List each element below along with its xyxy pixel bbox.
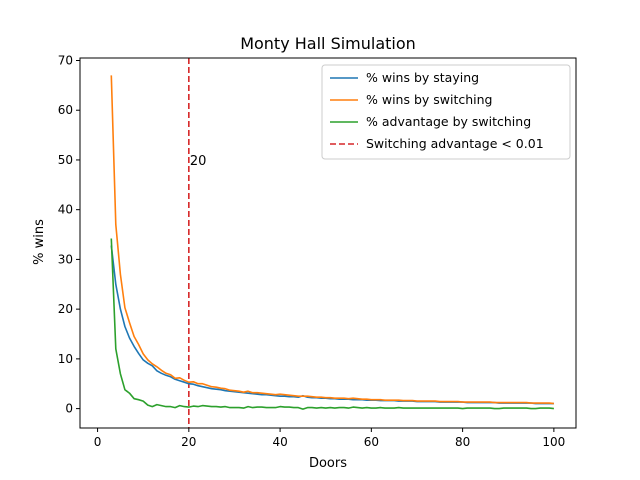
y-tick-label: 60: [58, 103, 73, 117]
x-tick-label: 0: [94, 435, 102, 449]
x-axis-label: Doors: [309, 456, 347, 471]
x-axis-ticks: 0 20 40 60 80 100: [94, 428, 565, 449]
y-tick-label: 50: [58, 153, 73, 167]
legend: % wins by staying % wins by switching % ad…: [321, 64, 571, 160]
plot-frame: [79, 57, 577, 429]
y-axis-ticks: 0 10 20 30 40 50 60 70: [58, 53, 80, 416]
threshold-label: 20: [190, 154, 207, 169]
legend-label: Switching advantage < 0.01: [366, 136, 544, 151]
x-tick-label: 20: [181, 435, 196, 449]
y-tick-label: 10: [58, 352, 73, 366]
legend-box: [321, 64, 571, 160]
x-tick-label: 40: [272, 435, 287, 449]
x-tick-label: 80: [455, 435, 470, 449]
y-tick-label: 30: [58, 252, 73, 266]
chart-title: Monty Hall Simulation: [240, 34, 416, 53]
y-tick-label: 70: [58, 53, 73, 67]
y-tick-label: 20: [58, 302, 73, 316]
threshold-marker: 20: [188, 58, 207, 428]
legend-label: % wins by staying: [366, 70, 479, 85]
x-tick-label: 100: [542, 435, 565, 449]
legend-label: % wins by switching: [366, 92, 493, 107]
series-lines: [110, 75, 554, 410]
y-tick-label: 40: [58, 203, 73, 217]
series-line-3: [110, 238, 554, 410]
y-tick-label: 0: [65, 402, 73, 416]
y-axis-label: % wins: [32, 219, 47, 265]
series-line-2: [110, 75, 554, 405]
x-tick-label: 60: [364, 435, 379, 449]
legend-label: % advantage by switching: [366, 114, 531, 129]
